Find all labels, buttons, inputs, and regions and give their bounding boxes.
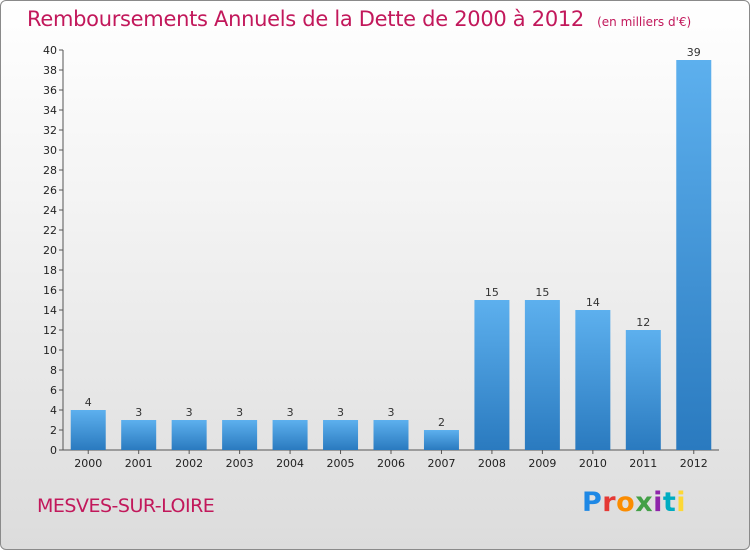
bar-2000 [70,410,106,450]
x-tick-label-2005: 2005 [327,457,355,470]
x-tick-label-2001: 2001 [125,457,153,470]
bar-2003 [222,420,258,450]
value-label-2010: 14 [586,296,600,309]
value-label-2009: 15 [535,286,549,299]
y-tick-label: 6 [50,384,57,397]
bar-2007 [423,430,459,450]
y-tick-label: 16 [43,284,57,297]
y-tick-label: 32 [43,124,57,137]
y-tick-label: 22 [43,224,57,237]
y-tick-label: 2 [50,424,57,437]
bar-2009 [524,300,560,450]
x-tick-label-2002: 2002 [175,457,203,470]
y-tick-label: 28 [43,164,57,177]
y-tick-label: 26 [43,184,57,197]
value-label-2000: 4 [85,396,92,409]
bar-2005 [323,420,359,450]
bar-2004 [272,420,308,450]
value-label-2006: 3 [388,406,395,419]
bar-2010 [575,310,611,450]
y-tick-label: 38 [43,64,57,77]
x-tick-label-2012: 2012 [680,457,708,470]
brand-letter: i [653,487,663,518]
bar-2012 [676,60,712,450]
brand-letter: i [676,487,687,518]
bar-2011 [625,330,661,450]
value-label-2007: 2 [438,416,445,429]
brand-letter: r [602,487,617,518]
y-tick-label: 18 [43,264,57,277]
y-tick-label: 36 [43,84,57,97]
chart-bars [70,60,712,450]
y-tick-label: 34 [43,104,57,117]
chart-labels: 4 2000 3 2001 3 2002 3 2003 3 2004 3 2005 3 2006 2 2007… [74,46,708,470]
y-tick-label: 4 [50,404,57,417]
y-tick-label: 8 [50,364,57,377]
bar-2001 [121,420,157,450]
x-tick-label-2008: 2008 [478,457,506,470]
x-tick-label-2007: 2007 [427,457,455,470]
y-tick-label: 10 [43,344,57,357]
x-tick-label-2011: 2011 [629,457,657,470]
value-label-2005: 3 [337,406,344,419]
x-tick-label-2004: 2004 [276,457,304,470]
y-tick-label: 12 [43,324,57,337]
y-tick-label: 14 [43,304,57,317]
x-tick-label-2009: 2009 [528,457,556,470]
value-label-2012: 39 [687,46,701,59]
value-label-2004: 3 [287,406,294,419]
value-label-2001: 3 [135,406,142,419]
brand-letter: P [582,487,603,518]
bar-2008 [474,300,510,450]
title-row: Remboursements Annuels de la Dette de 20… [27,7,691,31]
bar-2006 [373,420,409,450]
brand-letter: o [616,487,636,518]
value-label-2011: 12 [636,316,650,329]
brand-letter: x [635,487,654,518]
brand-logo: Proxiti [582,487,686,518]
chart-subtitle: (en milliers d'€) [597,15,692,29]
y-tick-label: 20 [43,244,57,257]
y-tick-label: 40 [43,44,57,57]
place-name: MESVES-SUR-LOIRE [37,495,215,517]
bar-2002 [171,420,207,450]
chart-title: Remboursements Annuels de la Dette de 20… [27,7,584,31]
x-tick-label-2010: 2010 [579,457,607,470]
brand-letter: t [662,487,677,518]
x-tick-label-2003: 2003 [226,457,254,470]
x-tick-label-2000: 2000 [74,457,102,470]
y-tick-label: 30 [43,144,57,157]
value-label-2008: 15 [485,286,499,299]
value-label-2002: 3 [186,406,193,419]
y-tick-label: 24 [43,204,57,217]
y-tick-label: 0 [50,444,57,457]
value-label-2003: 3 [236,406,243,419]
x-tick-label-2006: 2006 [377,457,405,470]
